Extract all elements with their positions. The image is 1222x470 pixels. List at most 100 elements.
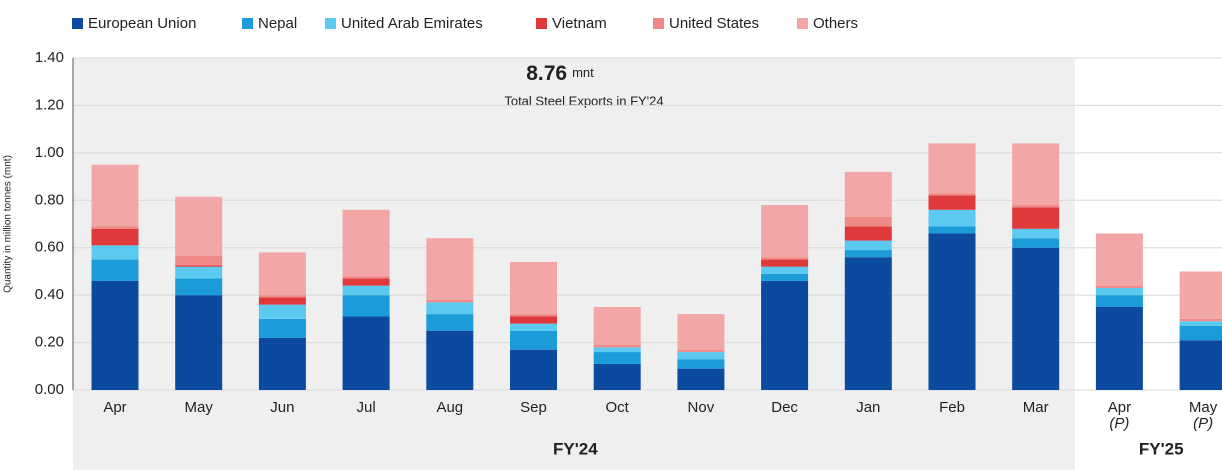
x-tick-label: May — [185, 399, 214, 416]
x-tick-label: Apr — [103, 399, 126, 416]
bar-segment — [1012, 238, 1060, 248]
bar-segment — [928, 195, 976, 210]
x-tick-label: Oct — [606, 399, 630, 416]
bar-segment — [844, 250, 892, 258]
bar-segment — [342, 285, 390, 296]
bar-segment — [510, 316, 557, 324]
fy24-shade — [73, 58, 1075, 470]
bar-segment — [761, 259, 809, 267]
legend-swatch — [242, 18, 253, 29]
bar-segment — [1012, 228, 1060, 239]
y-tick-label: 0.60 — [35, 239, 64, 256]
bar-segment — [175, 295, 223, 390]
bar-segment — [844, 257, 892, 390]
bar-segment — [761, 266, 809, 274]
bar-segment — [761, 273, 809, 281]
bar-segment — [91, 226, 139, 229]
bar-segment — [1012, 143, 1060, 206]
bar-segment — [342, 276, 390, 279]
legend-swatch — [72, 18, 83, 29]
legend-label: Vietnam — [552, 15, 607, 32]
bar-segment — [258, 252, 306, 296]
bar-segment — [1012, 247, 1060, 390]
bar-segment — [761, 205, 809, 258]
bar-segment — [1179, 325, 1222, 341]
x-tick-label: Feb — [939, 399, 965, 416]
bar-segment — [175, 278, 223, 296]
x-tick-sublabel: (P) — [1193, 415, 1213, 432]
bar-segment — [1179, 318, 1222, 322]
y-tick-label: 0.20 — [35, 334, 64, 351]
legend-swatch — [653, 18, 664, 29]
annotation-unit: mnt — [572, 65, 594, 80]
bar-segment — [844, 226, 892, 241]
bar-segment — [342, 316, 390, 390]
bar-segment — [593, 307, 641, 345]
bar-segment — [677, 368, 725, 390]
annotation-headline: 8.76 mnt — [526, 62, 594, 85]
legend-label: Nepal — [258, 15, 297, 32]
group-label: FY'25 — [1139, 439, 1184, 458]
bar-segment — [342, 209, 390, 277]
bar-segment — [258, 295, 306, 298]
bar-segment — [761, 280, 809, 390]
bar-segment — [761, 257, 809, 260]
bar-segment — [258, 318, 306, 338]
bar-segment — [258, 297, 306, 305]
bar-segment — [426, 314, 474, 331]
bar-segment — [91, 280, 139, 390]
x-tick-label: Nov — [688, 399, 715, 416]
legend-label: United Arab Emirates — [341, 15, 483, 32]
legend-swatch — [325, 18, 336, 29]
y-tick-label: 1.40 — [35, 49, 64, 66]
bar-segment — [844, 216, 892, 227]
legend-swatch — [797, 18, 808, 29]
bar-segment — [1095, 295, 1143, 307]
y-axis-label: Quantity in million tonnes (mnt) — [3, 155, 14, 293]
legend-swatch — [536, 18, 547, 29]
bar-segment — [677, 352, 725, 360]
y-tick-label: 1.20 — [35, 96, 64, 113]
bar-segment — [677, 314, 725, 350]
bar-segment — [593, 363, 641, 390]
bar-segment — [91, 228, 139, 246]
y-tick-label: 0.40 — [35, 286, 64, 303]
bar-segment — [1179, 340, 1222, 390]
bar-segment — [91, 164, 139, 227]
bar-segment — [258, 337, 306, 390]
x-tick-label: Sep — [520, 399, 547, 416]
bar-segment — [1012, 207, 1060, 229]
legend-label: United States — [669, 15, 759, 32]
bar-segment — [1095, 288, 1143, 296]
x-tick-label: Jul — [357, 399, 376, 416]
x-tick-sublabel: (P) — [1109, 415, 1129, 432]
bar-segment — [1095, 285, 1143, 289]
group-label: FY'24 — [553, 439, 598, 458]
bar-segment — [175, 265, 223, 267]
bar-segment — [1179, 321, 1222, 326]
bar-segment — [510, 323, 557, 331]
bar-segment — [593, 347, 641, 353]
x-tick-label: Jun — [270, 399, 294, 416]
bar-segment — [928, 209, 976, 227]
bar-segment — [928, 143, 976, 194]
bar-segment — [342, 295, 390, 317]
bar-segment — [510, 314, 557, 317]
bar-segment — [844, 240, 892, 251]
y-tick-label: 0.00 — [35, 381, 64, 398]
annotation-text: Total Steel Exports in FY'24 — [504, 93, 663, 108]
x-tick-label: May — [1189, 399, 1218, 416]
bar-segment — [677, 349, 725, 353]
bar-segment — [426, 238, 474, 300]
bar-segment — [510, 349, 557, 390]
bar-segment — [175, 256, 223, 266]
x-tick-label: Aug — [436, 399, 463, 416]
y-tick-label: 0.80 — [35, 191, 64, 208]
legend-label: Others — [813, 15, 858, 32]
bar-segment — [928, 193, 976, 196]
bar-segment — [426, 330, 474, 390]
bar-segment — [677, 359, 725, 369]
bar-segment — [593, 344, 641, 348]
